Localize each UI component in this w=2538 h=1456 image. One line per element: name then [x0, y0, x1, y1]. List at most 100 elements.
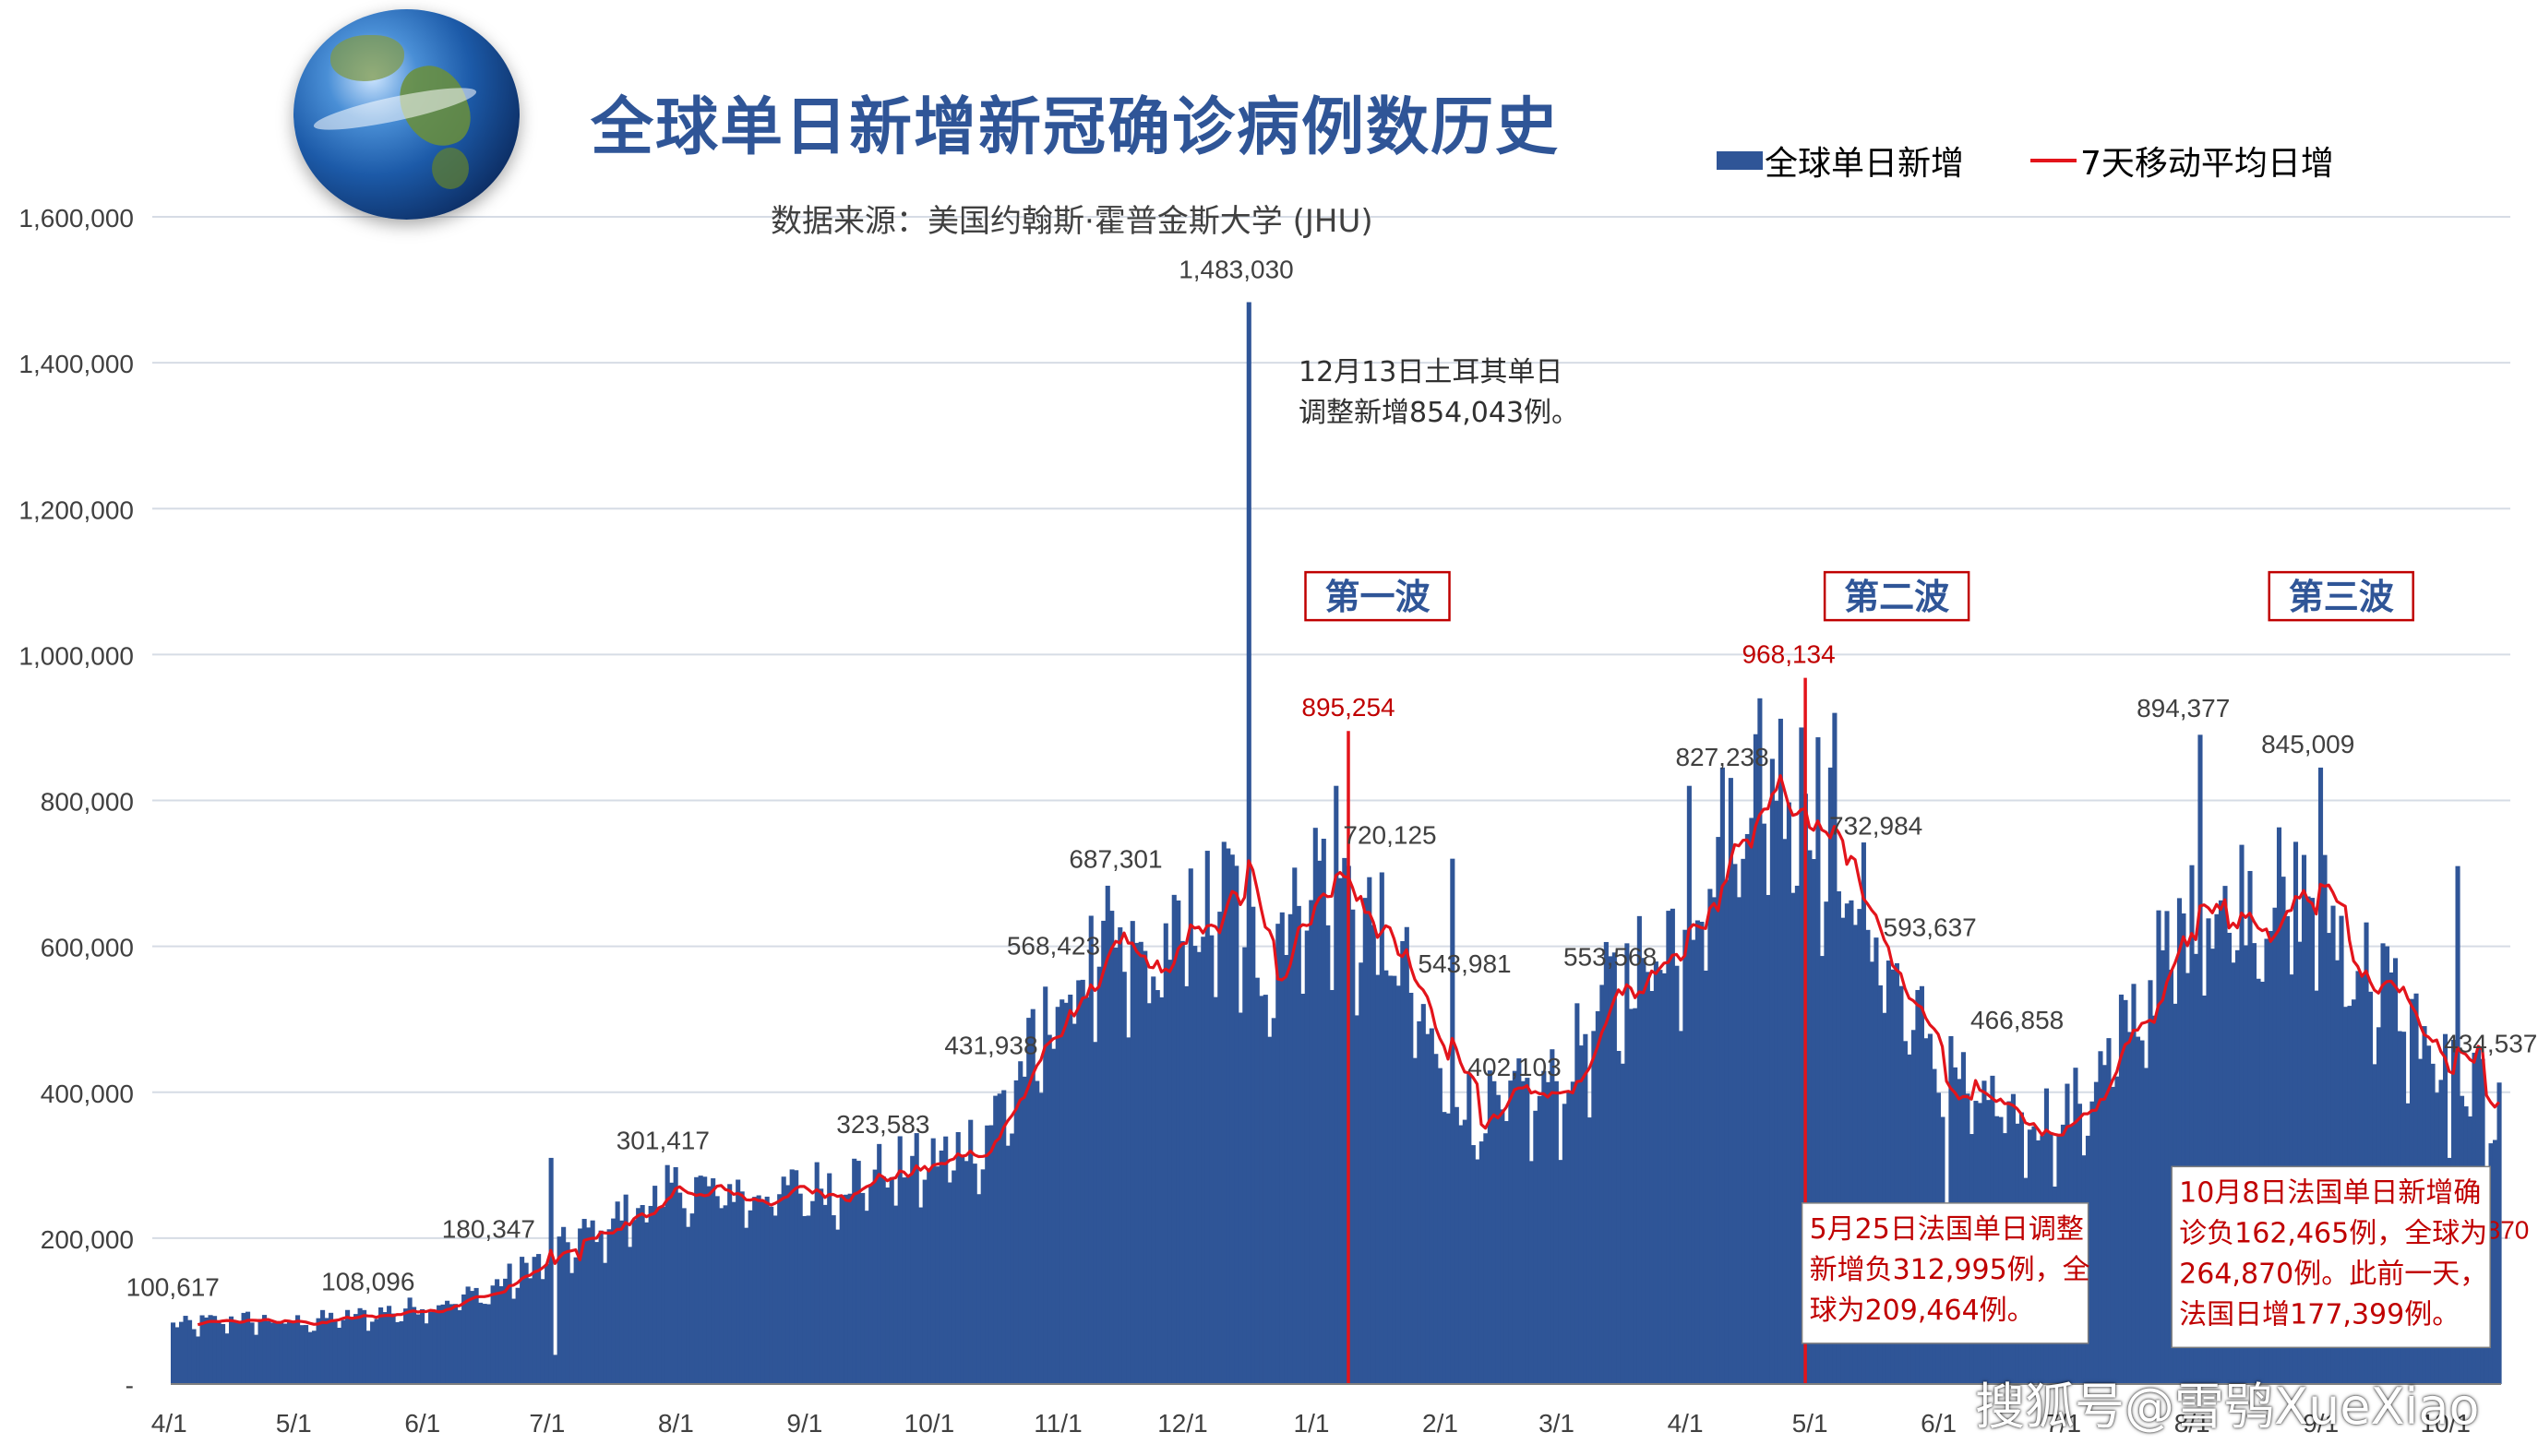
- bar-day: [329, 1312, 334, 1384]
- bar-day: [1827, 767, 1833, 1384]
- bar-day: [914, 1133, 919, 1384]
- bar-day: [943, 1136, 949, 1384]
- bar-day: [777, 1194, 783, 1384]
- bar-day: [1113, 948, 1119, 1384]
- bar-day: [1591, 1031, 1597, 1384]
- bar-day: [503, 1278, 509, 1384]
- bar-day: [520, 1257, 525, 1384]
- bar-day: [511, 1298, 517, 1384]
- bar-day: [1566, 1092, 1572, 1384]
- x-tick-label: 6/1: [1921, 1409, 1957, 1438]
- bar-day: [1666, 911, 1671, 1384]
- bar-day: [1611, 952, 1617, 1384]
- bar-day: [1467, 1072, 1472, 1384]
- value-label: 968,134: [1742, 640, 1835, 669]
- bar-day: [1483, 1133, 1489, 1384]
- bar-day: [661, 1206, 666, 1384]
- bar-day: [1192, 946, 1198, 1384]
- bar-day: [611, 1218, 617, 1384]
- x-tick-label: 1/1: [1294, 1409, 1330, 1438]
- bar-day: [1608, 956, 1613, 1384]
- bar-day: [1126, 1037, 1131, 1384]
- bar-day: [1354, 1015, 1359, 1384]
- x-tick-label: 12/1: [1157, 1409, 1208, 1438]
- bar-day: [2143, 1068, 2149, 1384]
- bar-day: [1151, 976, 1156, 1384]
- bar-day: [822, 1204, 828, 1384]
- bar-day: [1583, 1033, 1588, 1384]
- bar-day: [382, 1312, 388, 1384]
- bar-day: [1699, 921, 1705, 1384]
- bar-day: [927, 1168, 932, 1384]
- bar-day: [1512, 1070, 1517, 1384]
- bar-day: [2189, 865, 2195, 1384]
- bar-day: [905, 1175, 911, 1384]
- bar-day: [960, 1154, 965, 1384]
- x-tick-label: 9/1: [786, 1409, 822, 1438]
- value-label: 100,617: [126, 1272, 220, 1301]
- annotation-text: 调整新增854,043例。: [1299, 397, 1579, 429]
- bar-day: [2164, 911, 2170, 1384]
- bar-day: [1691, 939, 1696, 1384]
- bar-day: [1417, 1020, 1422, 1384]
- bar-day: [1707, 889, 1713, 1384]
- wave-label: 第三波: [2289, 577, 2394, 617]
- bar-day: [706, 1186, 712, 1384]
- bar-day: [2339, 915, 2344, 1384]
- bar-day: [2156, 910, 2161, 1384]
- bar-day: [794, 1170, 799, 1384]
- bar-day: [1836, 891, 1841, 1384]
- bar-day: [852, 1158, 857, 1384]
- bar-day: [785, 1185, 791, 1384]
- bar-day: [545, 1263, 550, 1384]
- legend-line-label: 7天移动平均日增: [2080, 145, 2334, 183]
- bar-day: [2268, 930, 2274, 1384]
- bar-day: [819, 1188, 824, 1384]
- y-tick-label: 400,000: [41, 1080, 134, 1108]
- bar-day: [640, 1205, 645, 1384]
- bar-day: [295, 1315, 301, 1384]
- bar-day: [174, 1327, 180, 1384]
- bar-day: [756, 1195, 761, 1384]
- bar-day: [997, 1093, 1002, 1384]
- bar-day: [1458, 1125, 1464, 1384]
- bar-day: [1603, 941, 1609, 1384]
- bar-day: [403, 1308, 409, 1384]
- bar-day: [332, 1320, 338, 1384]
- bar-day: [952, 1170, 957, 1384]
- bar-day: [2251, 943, 2257, 1384]
- bar-day: [1811, 859, 1816, 1384]
- bar-day: [2151, 1015, 2158, 1384]
- wave-label-box: [1823, 570, 1970, 622]
- bar-day: [806, 1215, 811, 1384]
- bar-day: [1267, 1036, 1273, 1384]
- bar-day: [1118, 927, 1123, 1384]
- bar-day: [1574, 1003, 1580, 1384]
- bar-day: [465, 1286, 471, 1384]
- bar-day: [1084, 997, 1090, 1384]
- bar-day: [1761, 823, 1766, 1384]
- bar-day: [540, 1279, 545, 1384]
- bar-day: [412, 1307, 417, 1384]
- bar-day: [1226, 848, 1231, 1384]
- bar-day: [2206, 918, 2211, 1384]
- bar-day: [241, 1312, 246, 1384]
- bar-day: [2106, 1038, 2112, 1384]
- x-tick-label: 6/1: [404, 1409, 440, 1438]
- bar-day: [1134, 942, 1140, 1384]
- bar-day: [1819, 956, 1825, 1384]
- bar-day: [1184, 985, 1190, 1384]
- bar-day: [1840, 917, 1846, 1384]
- value-label: 543,981: [1418, 949, 1511, 978]
- value-label: 593,637: [1884, 913, 1977, 942]
- bar-day: [279, 1322, 284, 1384]
- bar-day: [1400, 940, 1406, 1384]
- bar-day: [307, 1331, 313, 1384]
- bar-day: [847, 1193, 853, 1384]
- bar-day: [473, 1287, 479, 1384]
- bar-day: [1196, 951, 1202, 1384]
- bar-day: [1221, 841, 1227, 1384]
- bar-day: [365, 1331, 371, 1384]
- bar-day: [561, 1226, 567, 1384]
- bar-day: [1674, 965, 1680, 1384]
